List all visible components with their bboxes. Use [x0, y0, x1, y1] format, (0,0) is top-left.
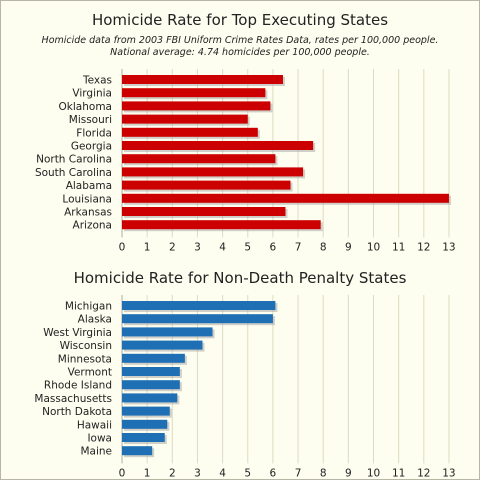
bar [122, 353, 185, 363]
tick-label: 4 [219, 467, 226, 479]
category-label: Wisconsin [60, 340, 112, 352]
tick-label: 4 [219, 241, 226, 253]
bar [122, 393, 178, 403]
tick-label: 9 [345, 467, 352, 479]
tick-label: 11 [392, 467, 405, 479]
tick-label: 13 [442, 241, 455, 253]
tick-label: 11 [392, 241, 405, 253]
chart-subtitle-line-2: National average: 4.74 homicides per 100… [110, 47, 370, 58]
category-label: Vermont [68, 367, 112, 379]
category-label: Maine [80, 446, 112, 458]
category-label: South Carolina [35, 167, 112, 179]
bar [122, 367, 180, 376]
category-label: Florida [76, 127, 112, 139]
bar [122, 127, 258, 137]
bar [122, 220, 321, 230]
bar [122, 193, 449, 203]
bar [122, 419, 168, 429]
bar [122, 75, 283, 84]
tick-label: 6 [270, 467, 277, 479]
category-label: Virginia [72, 88, 112, 100]
tick-label: 12 [417, 241, 430, 253]
bar [122, 154, 276, 164]
bar [122, 167, 304, 177]
tick-label: 2 [169, 467, 176, 479]
category-label: Georgia [71, 141, 112, 153]
category-label: Alaska [78, 314, 112, 326]
category-label: North Dakota [42, 406, 112, 418]
category-label: Rhode Island [44, 380, 112, 392]
tick-label: 0 [119, 467, 126, 479]
chart-subtitle-line-1: Homicide data from 2003 FBI Uniform Crim… [41, 35, 439, 46]
tick-label: 5 [244, 241, 251, 253]
tick-label: 12 [417, 467, 430, 479]
tick-label: 3 [194, 241, 201, 253]
bar [122, 446, 153, 456]
tick-label: 2 [169, 241, 176, 253]
tick-label: 1 [144, 467, 151, 479]
tick-label: 5 [244, 467, 251, 479]
bar [122, 340, 203, 350]
bar [122, 88, 266, 98]
bar [122, 101, 271, 111]
category-label: Missouri [69, 114, 112, 126]
bar [122, 207, 286, 216]
tick-label: 3 [194, 467, 201, 479]
category-label: Arizona [73, 220, 112, 232]
category-label: Michigan [65, 301, 112, 313]
bar [122, 301, 276, 310]
chart-title-non-death-penalty: Homicide Rate for Non-Death Penalty Stat… [73, 269, 407, 287]
category-label: Oklahoma [59, 101, 112, 113]
category-label: Alabama [66, 180, 112, 192]
tick-label: 7 [295, 241, 302, 253]
category-label: Texas [82, 75, 112, 87]
tick-label: 7 [295, 467, 302, 479]
bar [122, 406, 170, 416]
tick-label: 9 [345, 241, 352, 253]
tick-label: 10 [367, 467, 380, 479]
category-label: Hawaii [77, 419, 112, 431]
category-label: Minnesota [58, 353, 112, 365]
tick-label: 6 [270, 241, 277, 253]
tick-label: 8 [320, 467, 327, 479]
bar [122, 327, 213, 337]
bar [122, 114, 248, 124]
chart-title-executing: Homicide Rate for Top Executing States [91, 11, 389, 29]
category-label: Louisiana [62, 193, 112, 205]
bar [122, 433, 165, 442]
tick-label: 0 [119, 241, 126, 253]
category-label: Iowa [87, 433, 112, 445]
bar [122, 141, 314, 150]
category-label: West Virginia [43, 327, 112, 339]
category-label: Arkansas [64, 207, 112, 219]
tick-label: 1 [144, 241, 151, 253]
category-label: Massachusetts [34, 393, 112, 405]
category-label: North Carolina [36, 154, 112, 166]
tick-label: 8 [320, 241, 327, 253]
tick-label: 13 [442, 467, 455, 479]
bar [122, 380, 180, 390]
bar [122, 180, 291, 190]
tick-label: 10 [367, 241, 380, 253]
bar [122, 314, 273, 324]
